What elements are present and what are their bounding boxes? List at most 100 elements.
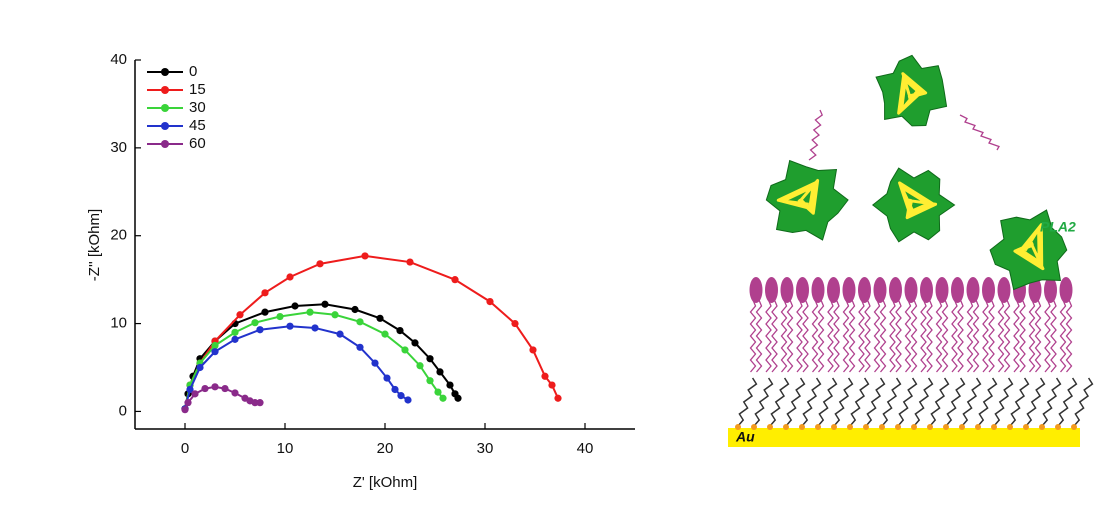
legend-label: 60 xyxy=(189,135,206,152)
lipid-tail xyxy=(895,299,902,373)
lipid-tail xyxy=(972,299,980,373)
lipid-head xyxy=(842,277,856,303)
lipid-tail xyxy=(1034,299,1042,373)
x-tick-label: 30 xyxy=(477,440,494,457)
lipid-tail xyxy=(957,299,964,373)
enzyme-fold xyxy=(898,181,938,220)
data-point xyxy=(336,330,344,338)
lipid-tail xyxy=(817,299,825,373)
data-point xyxy=(201,384,209,393)
lipid-head xyxy=(920,277,933,303)
data-point xyxy=(286,322,294,330)
series-line xyxy=(184,254,559,409)
data-point xyxy=(256,326,264,334)
data-point xyxy=(486,298,494,306)
lipid-tail xyxy=(827,299,834,373)
data-point xyxy=(426,377,434,385)
lipid-head xyxy=(749,277,763,303)
enzyme-body xyxy=(765,159,849,241)
data-point xyxy=(356,318,364,326)
lipid-tail xyxy=(1028,299,1036,373)
data-point xyxy=(406,258,414,266)
lipid-tail xyxy=(926,299,933,373)
enzyme-body xyxy=(871,167,956,243)
alkyl-chain xyxy=(769,377,790,427)
lipid-head xyxy=(780,277,794,303)
anchor-atom xyxy=(783,424,789,430)
lipid-tail xyxy=(1019,299,1026,373)
alkyl-chain xyxy=(865,377,886,427)
data-point xyxy=(396,327,404,335)
lipid-tail xyxy=(864,299,871,373)
lipid-tail xyxy=(786,299,794,373)
data-point xyxy=(256,399,264,407)
lipid-tail xyxy=(842,299,850,373)
data-point xyxy=(436,368,444,376)
enzyme-body xyxy=(875,54,948,127)
alkyl-chain xyxy=(961,377,982,427)
legend-label: 45 xyxy=(189,117,206,134)
data-point xyxy=(231,335,239,343)
gold-substrate xyxy=(728,428,1080,447)
enzyme-fold xyxy=(897,72,928,115)
lipid-tail xyxy=(858,299,865,373)
data-point xyxy=(511,319,519,328)
legend-marker xyxy=(161,104,169,112)
alkyl-chain xyxy=(881,377,902,427)
alkyl-chain xyxy=(929,377,950,427)
data-point xyxy=(261,308,269,316)
lipid-head xyxy=(1028,277,1042,303)
alkyl-chain xyxy=(1041,377,1062,427)
data-point xyxy=(316,260,324,268)
legend-label: 15 xyxy=(189,81,206,98)
series-line xyxy=(184,311,444,409)
data-point xyxy=(401,346,409,354)
data-point xyxy=(391,385,399,394)
legend-label: 0 xyxy=(189,63,197,80)
data-point xyxy=(311,324,319,332)
lipid-tail xyxy=(1065,299,1073,373)
alkyl-chain xyxy=(945,377,966,427)
lipid-tail xyxy=(935,299,943,373)
anchor-atom xyxy=(959,424,965,430)
lipid-tail xyxy=(889,299,896,373)
lipid-tail xyxy=(879,299,887,373)
enzyme-fold xyxy=(1013,223,1045,271)
data-point xyxy=(236,311,244,319)
lipid-head xyxy=(997,277,1011,303)
legend-marker xyxy=(161,68,169,76)
data-point xyxy=(191,390,199,398)
alkyl-chain xyxy=(1073,377,1094,427)
x-tick-label: 20 xyxy=(377,440,394,457)
data-point xyxy=(426,355,434,363)
anchor-atom xyxy=(735,424,741,430)
y-axis-label: -Z'' [kOhm] xyxy=(86,209,103,281)
lipid-head xyxy=(951,277,964,303)
data-point xyxy=(554,394,562,402)
data-point xyxy=(291,302,299,310)
data-point xyxy=(416,362,424,370)
free-lipid-tail xyxy=(959,114,1000,151)
alkyl-chain xyxy=(817,377,838,427)
lipid-tail xyxy=(1050,299,1057,373)
legend-label: 30 xyxy=(189,99,206,116)
alkyl-chain xyxy=(849,377,870,427)
anchor-atom xyxy=(767,424,773,430)
data-point xyxy=(286,273,294,281)
lipid-head xyxy=(889,277,902,303)
lipid-tail xyxy=(941,299,949,373)
lipid-tail xyxy=(910,299,918,373)
lipid-tail xyxy=(988,299,995,373)
lipid-head xyxy=(873,277,887,303)
x-axis-label: Z' [kOhm] xyxy=(353,474,418,491)
substrate-label: Au xyxy=(735,429,755,445)
data-point xyxy=(404,396,412,404)
data-point xyxy=(251,319,259,327)
lipid-tail xyxy=(755,299,763,373)
data-point xyxy=(434,388,442,396)
data-point xyxy=(548,381,556,389)
lipid-tail xyxy=(873,299,881,373)
data-point xyxy=(276,312,284,321)
data-point xyxy=(383,374,391,382)
